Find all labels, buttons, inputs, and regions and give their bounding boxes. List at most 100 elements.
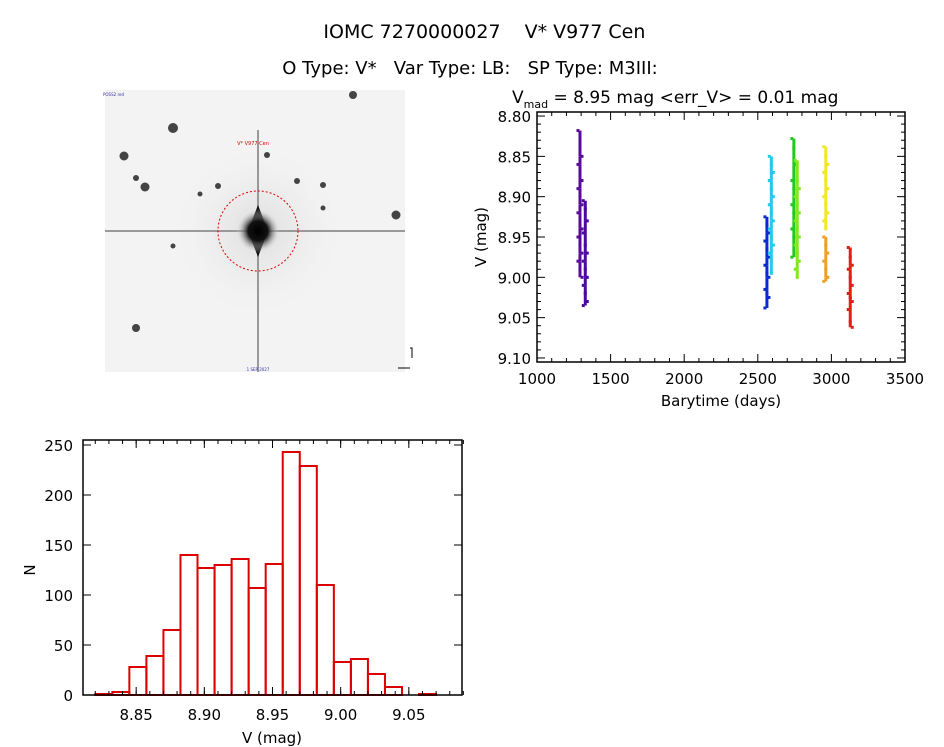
y-tick-label: 9.00 — [498, 269, 531, 287]
data-point — [846, 245, 850, 249]
y-tick-label: 0 — [63, 687, 73, 705]
histogram-bar — [366, 673, 386, 696]
data-point — [790, 203, 794, 207]
data-point — [826, 275, 830, 279]
data-point — [580, 275, 584, 279]
title-types: O Type: V* Var Type: LB: SP Type: M3III: — [282, 58, 657, 79]
y-tick-label: 50 — [54, 637, 73, 655]
histogram-bar — [196, 567, 216, 696]
x-tick-label: 8.90 — [188, 706, 221, 724]
data-point — [790, 179, 794, 183]
image-date-label: 1 SEP 2027 — [247, 367, 270, 372]
y-tick-label: 8.85 — [498, 148, 531, 166]
data-point — [826, 211, 830, 215]
histogram-bar — [332, 661, 352, 696]
data-point — [581, 259, 585, 263]
data-point — [576, 129, 580, 133]
x-tick-label: 1500 — [592, 370, 630, 388]
target-circle — [217, 190, 299, 272]
data-point — [826, 162, 830, 166]
histogram-bar — [230, 558, 250, 696]
histogram-bar — [247, 587, 267, 696]
data-point — [767, 227, 771, 231]
data-point — [580, 179, 584, 183]
data-point — [826, 187, 830, 191]
x-tick-label: 2500 — [739, 370, 777, 388]
data-point — [793, 243, 797, 247]
data-point — [793, 219, 797, 223]
data-point — [581, 231, 585, 235]
y-tick-label: 9.10 — [498, 350, 531, 368]
data-point — [822, 259, 826, 263]
x-tick-label: 3500 — [886, 370, 924, 388]
histogram-plot: 8.85 8.90 8.95 9.00 9.05 0 50 100 150 200 250 V (ma… — [21, 437, 464, 747]
data-point — [797, 187, 801, 191]
data-point — [767, 255, 771, 259]
data-point — [790, 137, 794, 141]
data-point — [585, 251, 589, 255]
data-point — [585, 300, 589, 304]
x-axis-label: Barytime (days) — [661, 392, 781, 410]
light-curve-plot: Vmad = 8.95 mag <err_V> = 0.01 mag 1000 15… — [472, 88, 924, 410]
data-point — [793, 158, 797, 162]
histogram-bar — [162, 629, 182, 696]
data-point — [585, 219, 589, 223]
data-point — [822, 195, 826, 199]
histogram-bar — [349, 658, 369, 696]
histogram-bar — [383, 686, 404, 696]
data-point — [822, 145, 826, 149]
data-point — [763, 239, 767, 243]
data-point — [769, 271, 773, 275]
y-axis-label: N — [21, 564, 39, 575]
data-point — [797, 259, 801, 263]
data-point — [846, 267, 850, 271]
histogram-bar — [128, 666, 148, 696]
x-tick-label: 1000 — [518, 370, 556, 388]
histogram-bar — [145, 655, 165, 696]
y-axis-label: V (mag) — [472, 207, 490, 267]
data-point — [850, 300, 854, 304]
data-point — [822, 219, 826, 223]
title-id: IOMC 7270000027 — [323, 21, 500, 43]
data-point — [850, 283, 854, 287]
data-point — [824, 227, 828, 231]
data-point — [822, 279, 826, 283]
data-point — [576, 162, 580, 166]
histogram-bar — [264, 563, 284, 696]
data-point — [763, 287, 767, 291]
data-point — [767, 154, 771, 158]
data-point — [793, 195, 797, 199]
data-point — [771, 243, 775, 247]
title-name: V* V977 Cen — [525, 21, 646, 43]
data-point — [767, 179, 771, 183]
data-point — [797, 211, 801, 215]
histogram-bar — [179, 554, 199, 696]
data-point — [793, 267, 797, 271]
data-point — [576, 211, 580, 215]
y-tick-label: 250 — [44, 437, 73, 455]
x-tick-label: 3000 — [812, 370, 850, 388]
data-point — [763, 263, 767, 267]
plot-title: Vmad = 8.95 mag <err_V> = 0.01 mag — [512, 88, 838, 111]
data-point — [580, 227, 584, 231]
data-point — [846, 308, 850, 312]
data-point — [767, 231, 771, 235]
x-tick-label: 9.00 — [324, 706, 357, 724]
data-point — [771, 219, 775, 223]
histogram-bar — [315, 584, 335, 696]
data-point — [850, 325, 854, 329]
data-point — [822, 170, 826, 174]
data-point — [581, 283, 585, 287]
x-tick-label: 8.95 — [256, 706, 289, 724]
data-point — [790, 255, 794, 259]
data-point — [763, 215, 767, 219]
y-tick-label: 200 — [44, 487, 73, 505]
data-point — [580, 203, 584, 207]
data-point — [580, 154, 584, 158]
data-point — [576, 259, 580, 263]
data-point — [763, 306, 767, 310]
data-point — [585, 275, 589, 279]
histogram-bar — [281, 451, 301, 696]
data-point — [822, 235, 826, 239]
